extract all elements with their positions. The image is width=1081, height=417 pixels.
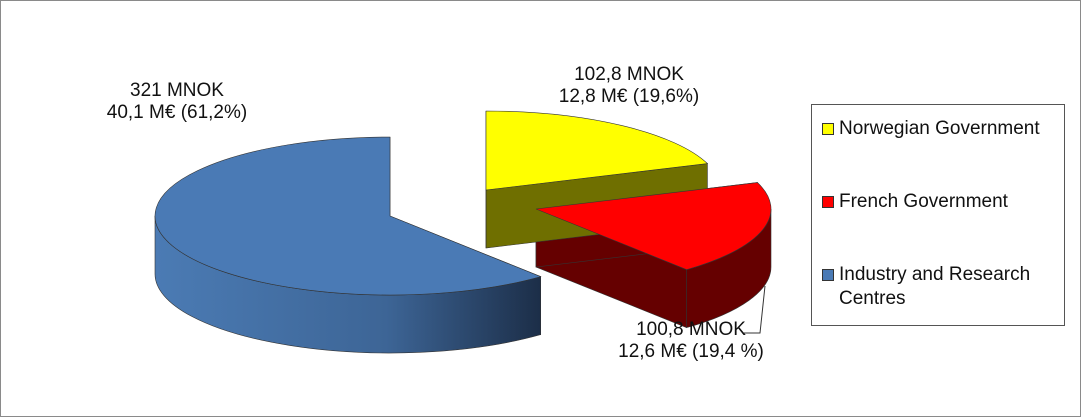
legend-swatch-industry [822,269,834,281]
legend: Norwegian Government French Government I… [811,104,1065,326]
legend-swatch-norwegian [822,123,834,135]
legend-swatch-french [822,196,834,208]
legend-label-french: French Government [839,191,1008,212]
data-label-norwegian: 102,8 MNOK 12,8 M€ (19,6%) [539,64,719,108]
legend-label-norwegian: Norwegian Government [839,118,1040,139]
data-label-industry-mnok: 321 MNOK [130,80,224,101]
data-label-french-meur: 12,6 M€ (19,4 %) [618,341,764,362]
data-label-norwegian-meur: 12,8 M€ (19,6%) [558,86,700,107]
pie-slice-industry [154,136,542,296]
data-label-norwegian-mnok: 102,8 MNOK [574,64,684,85]
data-label-french-mnok: 100,8 MNOK [636,319,746,340]
leader-line-french [744,285,766,334]
data-label-industry: 321 MNOK 40,1 M€ (61,2%) [87,80,267,124]
legend-label-industry: Industry and Research Centres [839,264,1031,309]
pie-slice-norwegian [485,110,709,191]
data-label-industry-meur: 40,1 M€ (61,2%) [106,102,248,123]
data-label-french: 100,8 MNOK 12,6 M€ (19,4 %) [591,319,791,363]
pie-slice-french [535,182,772,270]
